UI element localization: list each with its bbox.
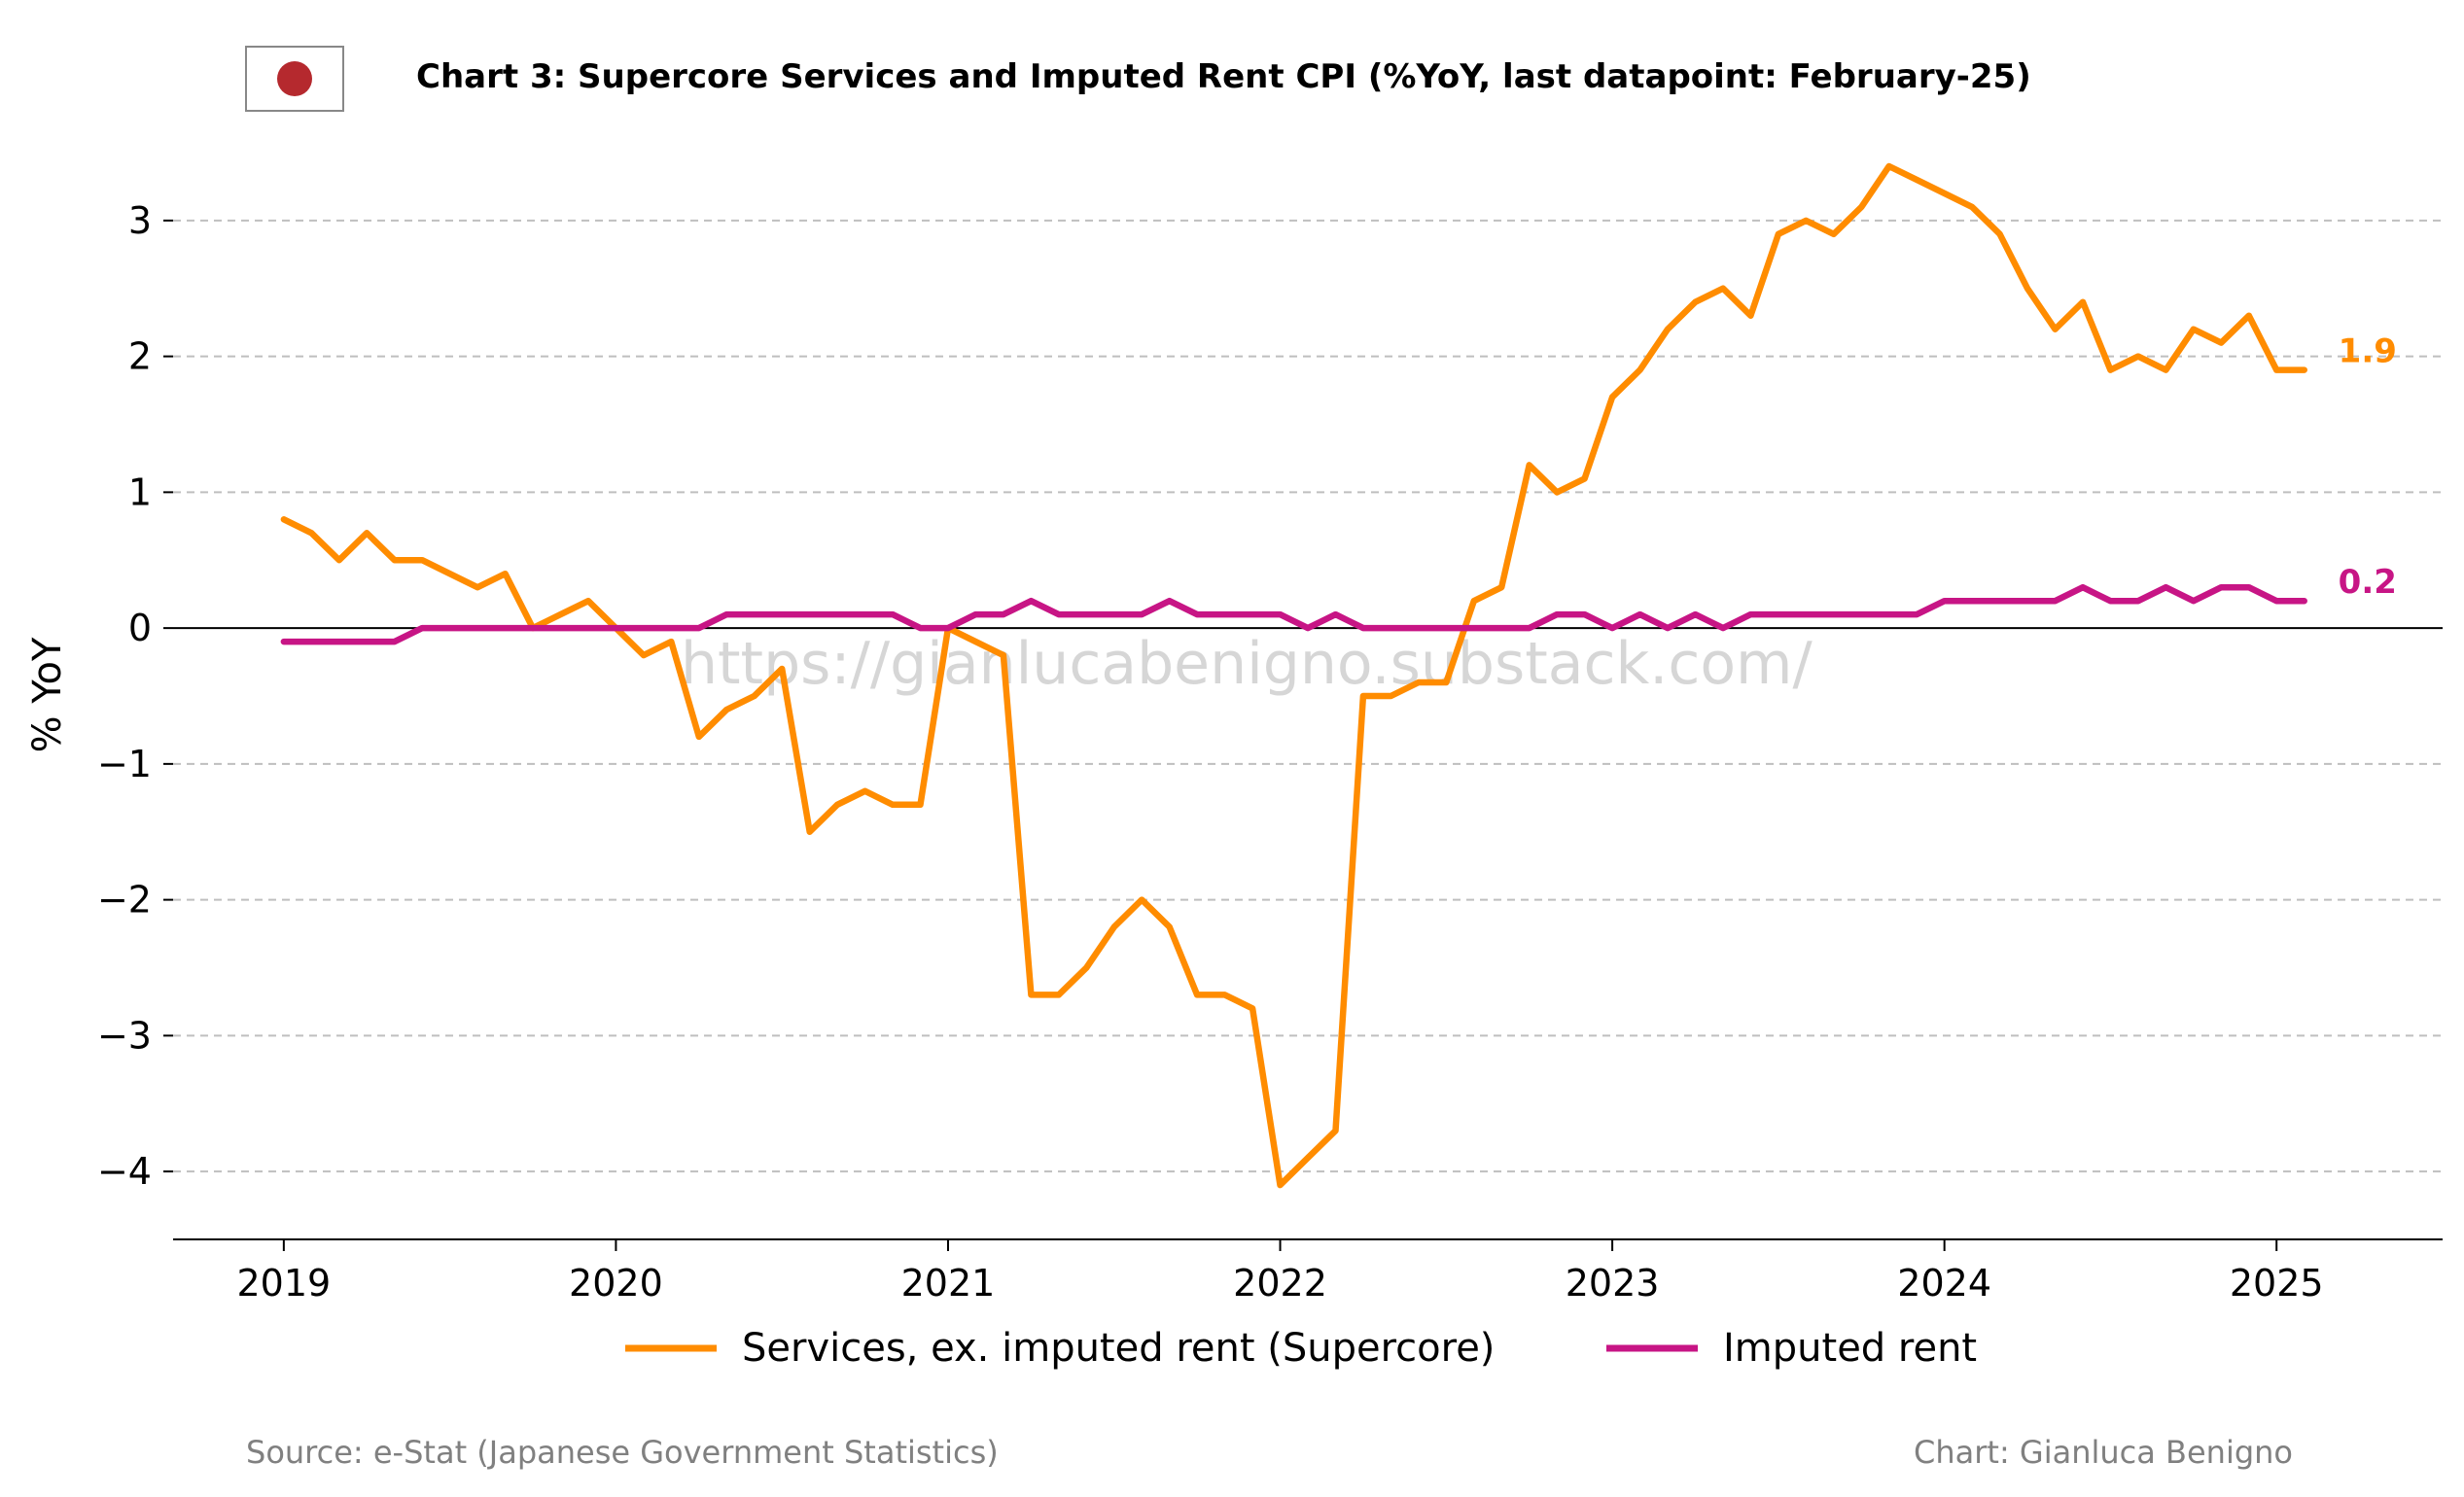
y-tick-label: 1 — [128, 470, 152, 513]
y-tick-label: −4 — [97, 1150, 152, 1193]
x-tick-label: 2019 — [236, 1262, 331, 1305]
y-tick-label: −2 — [97, 879, 152, 922]
x-tick-label: 2020 — [569, 1262, 663, 1305]
end-label-1: 0.2 — [2339, 563, 2397, 602]
y-tick-label: 2 — [128, 335, 152, 378]
x-axis-ticks: 2019 2020 2021 2022 2023 2024 2025 — [236, 1239, 2324, 1305]
grid-lines — [173, 219, 2443, 1173]
series-lines — [280, 162, 2307, 1189]
x-tick-label: 2022 — [1233, 1262, 1327, 1305]
chart-credit: Chart: Gianluca Benigno — [1914, 1434, 2293, 1471]
end-labels: 1.9 0.2 — [2339, 332, 2397, 603]
x-tick-label: 2024 — [1897, 1262, 1991, 1305]
legend-label-imputed-rent: Imputed rent — [1723, 1326, 1977, 1371]
source-note: Source: e-Stat (Japanese Government Stat… — [246, 1434, 999, 1471]
y-tick-label: −3 — [97, 1014, 152, 1057]
series-line-0 — [280, 162, 2307, 1189]
end-label-0: 1.9 — [2339, 332, 2397, 371]
y-tick-label: 0 — [128, 607, 152, 649]
y-tick-label: 3 — [128, 199, 152, 242]
watermark: https://gianlucabenigno.substack.com/ — [681, 630, 1813, 698]
chart-title: Chart 3: Supercore Services and Imputed … — [416, 57, 2031, 96]
y-axis-ticks: 3 2 1 0 −1 −2 −3 −4 — [97, 199, 173, 1193]
legend: Services, ex. imputed rent (Supercore) I… — [625, 1326, 1977, 1371]
series-line-1 — [280, 583, 2307, 645]
japan-flag-icon — [245, 46, 344, 112]
x-tick-label: 2021 — [901, 1262, 996, 1305]
x-tick-label: 2023 — [1566, 1262, 1660, 1305]
y-tick-label: −1 — [97, 743, 152, 785]
y-axis-label: % YoY — [25, 637, 70, 752]
x-tick-label: 2025 — [2230, 1262, 2324, 1305]
legend-label-supercore: Services, ex. imputed rent (Supercore) — [742, 1326, 1495, 1371]
